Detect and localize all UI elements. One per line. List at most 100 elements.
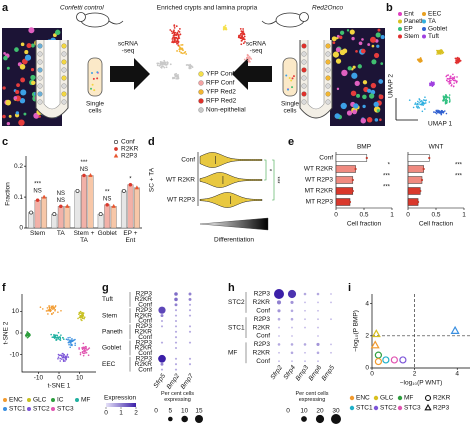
row-label: Conf bbox=[256, 358, 270, 365]
cell-point bbox=[74, 344, 76, 346]
marker bbox=[365, 156, 368, 160]
micrograph-cell bbox=[28, 27, 35, 34]
micrograph-cell bbox=[340, 102, 347, 110]
cell-point bbox=[83, 316, 86, 319]
micrograph-cell bbox=[346, 29, 350, 32]
dot bbox=[304, 301, 306, 304]
legend-label: STC2 bbox=[33, 406, 50, 413]
micrograph-cell bbox=[350, 90, 357, 97]
group-label: Goblet bbox=[102, 345, 121, 352]
cell-point bbox=[412, 106, 415, 109]
dot bbox=[317, 326, 319, 329]
micrograph-cell bbox=[362, 94, 367, 100]
cell-point bbox=[29, 334, 31, 337]
marker bbox=[88, 172, 93, 177]
bar bbox=[335, 154, 368, 162]
x-axis-label: Cell fraction bbox=[347, 221, 382, 228]
tube-cell bbox=[93, 89, 96, 92]
dot bbox=[304, 351, 306, 354]
x-tick-label: 0.5 bbox=[431, 212, 440, 219]
cell-point bbox=[65, 338, 68, 341]
dot bbox=[277, 343, 281, 346]
cell-point bbox=[452, 76, 454, 79]
cell-point bbox=[67, 338, 69, 341]
gene-label: Bmp7 bbox=[180, 372, 196, 390]
tube-cell bbox=[287, 88, 290, 91]
dot bbox=[274, 289, 284, 299]
cell-point bbox=[456, 76, 458, 78]
size-tick-label: 30 bbox=[332, 408, 340, 415]
cell-point bbox=[80, 315, 83, 318]
legend-marker bbox=[373, 405, 379, 411]
cell-point bbox=[419, 103, 421, 106]
dot bbox=[278, 351, 280, 354]
dot bbox=[188, 341, 192, 344]
dot bbox=[174, 341, 178, 344]
crypt-cell bbox=[301, 43, 307, 49]
bar bbox=[57, 206, 64, 229]
crypt-cell bbox=[61, 75, 67, 81]
cell-point bbox=[430, 80, 433, 83]
cell-point bbox=[408, 99, 411, 101]
row-label: Conf bbox=[138, 350, 152, 357]
crypt-cell bbox=[301, 75, 307, 81]
micrograph-cell bbox=[352, 65, 356, 69]
dot bbox=[174, 297, 178, 302]
micrograph-cell bbox=[373, 101, 379, 107]
cluster-point bbox=[178, 28, 181, 30]
crypt-lumen bbox=[43, 40, 61, 110]
marker bbox=[121, 188, 126, 193]
cluster-point bbox=[239, 34, 242, 36]
marker bbox=[59, 204, 63, 209]
cell-point bbox=[453, 79, 456, 82]
cluster-point bbox=[165, 66, 168, 69]
cluster-point bbox=[242, 42, 245, 45]
row-label: R2KR bbox=[135, 345, 153, 352]
micrograph-cell bbox=[374, 118, 379, 122]
size-key bbox=[181, 415, 188, 423]
micrograph-cell bbox=[332, 51, 340, 58]
marker bbox=[114, 147, 118, 151]
cell-point bbox=[82, 354, 85, 357]
dot bbox=[174, 325, 178, 328]
legend-marker bbox=[422, 19, 426, 24]
cluster-point bbox=[181, 47, 184, 50]
size-key bbox=[301, 416, 307, 422]
micrograph-cell bbox=[15, 89, 20, 95]
cell-point bbox=[455, 60, 458, 62]
crypt-cell bbox=[61, 67, 67, 73]
cell-point bbox=[453, 76, 456, 78]
marker bbox=[422, 167, 425, 171]
micrograph-cell bbox=[24, 54, 32, 61]
y-tick-label: 0 bbox=[19, 225, 23, 232]
row-label: R2KR bbox=[253, 324, 271, 331]
micrograph-cell bbox=[6, 122, 11, 126]
cluster-point bbox=[161, 63, 164, 65]
single-cells: cells bbox=[283, 108, 297, 115]
row-label: Conf bbox=[138, 366, 152, 373]
micrograph-cell bbox=[20, 42, 25, 47]
micrograph-cell bbox=[336, 34, 340, 38]
dot bbox=[188, 292, 192, 296]
size-tick-label: 5 bbox=[169, 408, 173, 415]
dot bbox=[188, 297, 192, 301]
dot bbox=[158, 354, 166, 363]
cell-point bbox=[59, 357, 62, 360]
color-tick-label: 1 bbox=[119, 410, 123, 417]
cell-point bbox=[420, 100, 423, 102]
crypt-cell bbox=[37, 43, 43, 49]
size-tick-label: 15 bbox=[195, 408, 203, 415]
bar bbox=[335, 187, 354, 195]
legend-label: Ent bbox=[404, 11, 414, 18]
legend-label: Conf bbox=[121, 139, 135, 146]
cell-point bbox=[68, 341, 70, 343]
method: scRNA bbox=[246, 41, 267, 48]
cluster-point bbox=[172, 76, 174, 79]
tube bbox=[282, 57, 298, 97]
cell-point bbox=[443, 97, 446, 100]
dot bbox=[330, 343, 332, 346]
dot bbox=[304, 309, 306, 312]
cell-point bbox=[417, 105, 420, 108]
legend-title-box: Per cent cells expressing bbox=[161, 391, 194, 403]
significance: *** bbox=[455, 163, 463, 169]
